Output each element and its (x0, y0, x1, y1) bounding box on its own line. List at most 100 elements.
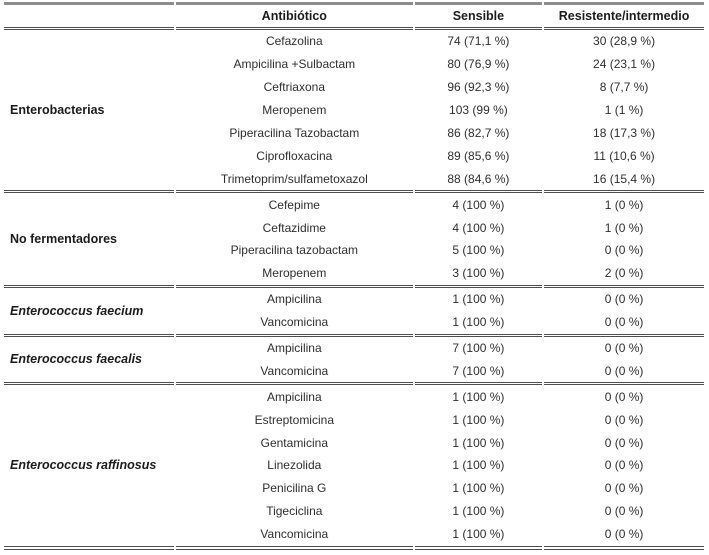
sensible-cell: 96 (92,3 %) (447, 80, 510, 95)
antibiotic-cell: Piperacilina Tazobactam (229, 126, 360, 140)
antibiotic-cell: Penicilina G (262, 481, 327, 496)
table-row: Linezolida 1 (100 %) 0 (0 %) (4, 454, 704, 477)
table-row: Ciprofloxacina 89 (85,6 %) 11 (10,6 %) (4, 144, 704, 167)
antibiotic-cell: Ceftriaxona (263, 80, 325, 95)
resistant-cell: 24 (23,1 %) (593, 57, 656, 72)
table-row: Piperacilina Tazobactam 86 (82,7 %) 18 (17… (4, 122, 704, 145)
sensible-cell: 4 (100 %) (414, 190, 543, 216)
resistant-cell: 1 (0 %) (544, 190, 704, 216)
antibiotic-cell: Cefepime (175, 190, 413, 216)
sensible-cell: 88 (84,6 %) (447, 171, 510, 186)
resistant-cell: 2 (0 %) (604, 266, 644, 281)
resistant-cell: 0 (0 %) (544, 284, 704, 311)
antibiotic-cell: Vancomicina (260, 315, 329, 330)
table-row: Enterococcus faecalis Ampicilina 7 (100 %)… (4, 333, 704, 366)
sensible-cell: 7 (100 %) (452, 363, 505, 378)
header-resistant: Resistente/intermedio (544, 2, 704, 27)
table-row: Piperacilina tazobactam 5 (100 %) 0 (0 %) (4, 239, 704, 262)
resistant-cell: 16 (15,4 %) (593, 171, 656, 186)
section-enterococcus-faecium: Enterococcus faecium Ampicilina 1 (100 %) 0… (4, 284, 704, 334)
antibiotic-cell: Linezolida (267, 458, 322, 473)
sensible-cell: 1 (100 %) (452, 412, 505, 427)
resistant-cell: 0 (0 %) (604, 315, 644, 330)
header-antibiotic: Antibiótico (175, 2, 413, 27)
group-label: Enterococcus faecalis (4, 333, 174, 383)
table-row: Enterobacterias Cefazolina 74 (71,1 %) 30 (… (4, 27, 704, 117)
antibiotic-cell: Cefazolina (175, 27, 413, 53)
sensible-cell: 7 (100 %) (414, 333, 543, 360)
group-label: Enterococcus faecium (4, 284, 174, 334)
antibiotic-cell: Ampicilina (175, 284, 413, 311)
resistant-cell: 0 (0 %) (604, 458, 644, 473)
header-group (4, 2, 174, 27)
group-label: Enterococcus raffinosus (4, 382, 174, 550)
resistant-cell: 0 (0 %) (544, 333, 704, 360)
table-row: Enterococcus raffinosus Ampicilina 1 (100 … (4, 382, 704, 550)
antibiotic-cell: Tigeciclina (266, 504, 323, 519)
table-row: No fermentadores Cefepime 4 (100 %) 1 (0 %) (4, 190, 704, 246)
table-row: Ceftriaxona 96 (92,3 %) 8 (7,7 %) (4, 76, 704, 99)
sensible-cell: 86 (82,7 %) (447, 126, 510, 140)
resistant-cell: 0 (0 %) (544, 382, 704, 408)
antibiotic-cell: Estreptomicina (254, 412, 334, 427)
sensible-cell: 1 (100 %) (452, 458, 505, 473)
table-row: Vancomicina 1 (100 %) 0 (0 %) (4, 523, 704, 550)
table-row: Estreptomicina 1 (100 %) 0 (0 %) (4, 408, 704, 431)
sensible-cell: 1 (100 %) (414, 523, 543, 550)
resistant-cell: 1 (0 %) (604, 220, 644, 235)
antibiotic-cell: Trimetoprim/sulfametoxazol (220, 171, 368, 186)
group-label: No fermentadores (4, 190, 174, 285)
section-enterococcus-faecalis: Enterococcus faecalis Ampicilina 7 (100 %)… (4, 333, 704, 383)
antibiotic-cell: Meropenem (262, 103, 327, 118)
resistant-cell: 0 (0 %) (604, 435, 644, 450)
antibiotic-cell: Vancomicina (260, 363, 329, 378)
antibiotic-cell: Ceftazidime (262, 220, 326, 235)
antibiotic-cell: Gentamicina (260, 435, 328, 450)
sensible-cell: 1 (100 %) (452, 481, 505, 496)
sensible-cell: 1 (100 %) (414, 382, 543, 408)
sensible-cell: 4 (100 %) (452, 220, 505, 235)
sensible-cell: 103 (99 %) (449, 103, 508, 118)
resistant-cell: 1 (1 %) (604, 103, 644, 118)
sensible-cell: 80 (76,9 %) (447, 57, 510, 72)
table-header: Antibiótico Sensible Resistente/intermed… (4, 2, 704, 27)
resistant-cell: 0 (0 %) (604, 504, 644, 519)
table-row: Enterococcus faecium Ampicilina 1 (100 %) 0… (4, 284, 704, 318)
antibiotic-cell: Ampicilina +Sulbactam (233, 57, 356, 72)
resistant-cell: 18 (17,3 %) (593, 126, 656, 140)
table-row: Gentamicina 1 (100 %) 0 (0 %) (4, 431, 704, 454)
table-row: Ampicilina +Sulbactam 80 (76,9 %) 24 (23,1… (4, 53, 704, 76)
antibiotic-cell: Piperacilina tazobactam (230, 243, 359, 258)
table-row: Trimetoprim/sulfametoxazol 88 (84,6 %) 16 … (4, 167, 704, 190)
sensible-cell: 89 (85,6 %) (447, 148, 510, 163)
table-row: Vancomicina 1 (100 %) 0 (0 %) (4, 311, 704, 334)
sensible-cell: 1 (100 %) (452, 435, 505, 450)
section-enterobacterias: Enterobacterias Cefazolina 74 (71,1 %) 30 (… (4, 27, 704, 190)
resistant-cell: 0 (0 %) (604, 481, 644, 496)
sensible-cell: 74 (71,1 %) (414, 27, 543, 53)
antibiotic-cell: Ciprofloxacina (256, 148, 333, 163)
table-row: Tigeciclina 1 (100 %) 0 (0 %) (4, 500, 704, 523)
table-row: Ceftazidime 4 (100 %) 1 (0 %) (4, 216, 704, 239)
resistant-cell: 0 (0 %) (604, 412, 644, 427)
section-enterococcus-raffinosus: Enterococcus raffinosus Ampicilina 1 (100 … (4, 382, 704, 550)
sensible-cell: 1 (100 %) (452, 504, 505, 519)
resistant-cell: 8 (7,7 %) (599, 80, 649, 95)
resistant-cell: 30 (28,9 %) (544, 27, 704, 53)
sensible-cell: 3 (100 %) (452, 266, 505, 281)
group-label: Enterobacterias (4, 27, 174, 190)
resistant-cell: 0 (0 %) (604, 363, 644, 378)
resistant-cell: 0 (0 %) (604, 243, 644, 258)
sensible-cell: 1 (100 %) (414, 284, 543, 311)
table-row: Meropenem 103 (99 %) 1 (1 %) (4, 99, 704, 122)
antibiotic-cell: Vancomicina (175, 523, 413, 550)
table-row: Meropenem 3 (100 %) 2 (0 %) (4, 262, 704, 285)
header-sensible: Sensible (414, 2, 543, 27)
sensible-cell: 5 (100 %) (452, 243, 505, 258)
sensible-cell: 1 (100 %) (452, 315, 505, 330)
resistant-cell: 0 (0 %) (544, 523, 704, 550)
resistant-cell: 11 (10,6 %) (593, 148, 655, 163)
header-row: Antibiótico Sensible Resistente/intermed… (4, 2, 704, 27)
